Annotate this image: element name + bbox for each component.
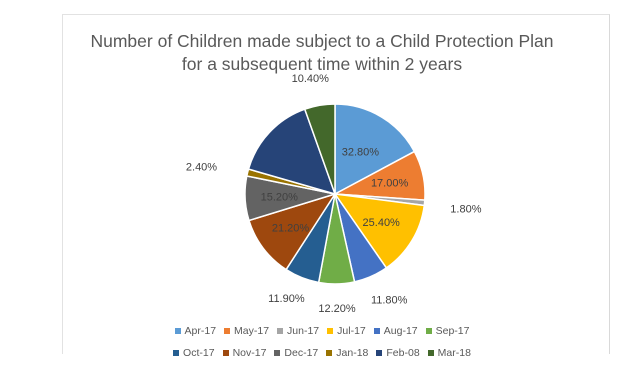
chart-title-line-1: Number of Children made subject to a Chi… [90, 31, 554, 51]
legend-swatch [274, 350, 281, 356]
legend-item-dec-17: Dec-17 [274, 347, 318, 359]
legend-swatch [222, 350, 229, 356]
legend-swatch [376, 350, 383, 356]
legend-label: May-17 [234, 325, 270, 337]
chart-title: Number of Children made subject to a Chi… [0, 30, 644, 76]
data-label-jul-17: 25.40% [363, 217, 401, 229]
legend-item-jan-18: Jan-18 [326, 347, 368, 359]
legend-item-jun-17: Jun-17 [277, 325, 319, 337]
data-label-apr-17: 32.80% [342, 147, 380, 159]
pie-slice-mar-18 [303, 103, 336, 195]
legend-swatch [373, 328, 380, 334]
legend-item-jul-17: Jul-17 [327, 325, 366, 337]
legend-swatch [224, 328, 231, 334]
data-label-aug-17: 11.80% [371, 295, 408, 307]
legend-label: Sep-17 [435, 325, 470, 337]
pie-slice-feb-08 [247, 108, 337, 196]
legend-swatch [327, 328, 334, 334]
legend-label: Mar-18 [437, 347, 471, 359]
legend: Apr-17 May-17 Jun-17 Jul-17 Aug-17 Sep-17 Oct… [0, 322, 644, 366]
legend-row-2: Oct-17 Nov-17 Dec-17 Jan-18 Feb-08 Mar-18 [0, 344, 644, 362]
data-label-may-17: 17.00% [371, 177, 409, 189]
data-label-oct-17: 11.90% [268, 293, 305, 305]
legend-label: Oct-17 [183, 347, 215, 359]
legend-label: Jun-17 [287, 325, 320, 337]
legend-swatch [427, 350, 434, 356]
legend-swatch [425, 328, 432, 334]
legend-item-feb-08: Feb-08 [376, 347, 420, 359]
legend-item-oct-17: Oct-17 [173, 347, 215, 359]
legend-label: Apr-17 [184, 325, 217, 337]
legend-item-sep-17: Sep-17 [425, 325, 470, 337]
legend-item-may-17: May-17 [224, 325, 269, 337]
legend-label: Dec-17 [284, 347, 319, 359]
legend-item-mar-18: Mar-18 [427, 347, 471, 359]
legend-label: Aug-17 [383, 325, 418, 337]
legend-item-nov-17: Nov-17 [222, 347, 267, 359]
legend-row-1: Apr-17 May-17 Jun-17 Jul-17 Aug-17 Sep-17 [0, 322, 644, 340]
legend-swatch [326, 350, 333, 356]
legend-item-aug-17: Aug-17 [373, 325, 418, 337]
data-label-jan-18: 2.40% [186, 162, 217, 174]
legend-label: Nov-17 [232, 347, 267, 359]
data-label-mar-18: 10.40% [292, 73, 330, 85]
legend-swatch [277, 328, 284, 334]
data-label-sep-17: 12.20% [318, 303, 356, 315]
legend-item-apr-17: Apr-17 [174, 325, 217, 337]
chart-title-line-2: for a subsequent time within 2 years [181, 54, 463, 74]
legend-label: Jan-18 [336, 347, 369, 359]
pie-slice-apr-17 [334, 103, 416, 196]
legend-swatch [174, 328, 181, 334]
data-label-nov-17: 21.20% [272, 223, 310, 235]
legend-label: Jul-17 [337, 325, 366, 337]
pie-slice-jul-17 [333, 193, 426, 269]
legend-label: Feb-08 [386, 347, 420, 359]
data-label-jun-17: 1.80% [450, 204, 481, 216]
legend-swatch [173, 350, 180, 356]
data-label-dec-17: 15.20% [261, 192, 299, 204]
